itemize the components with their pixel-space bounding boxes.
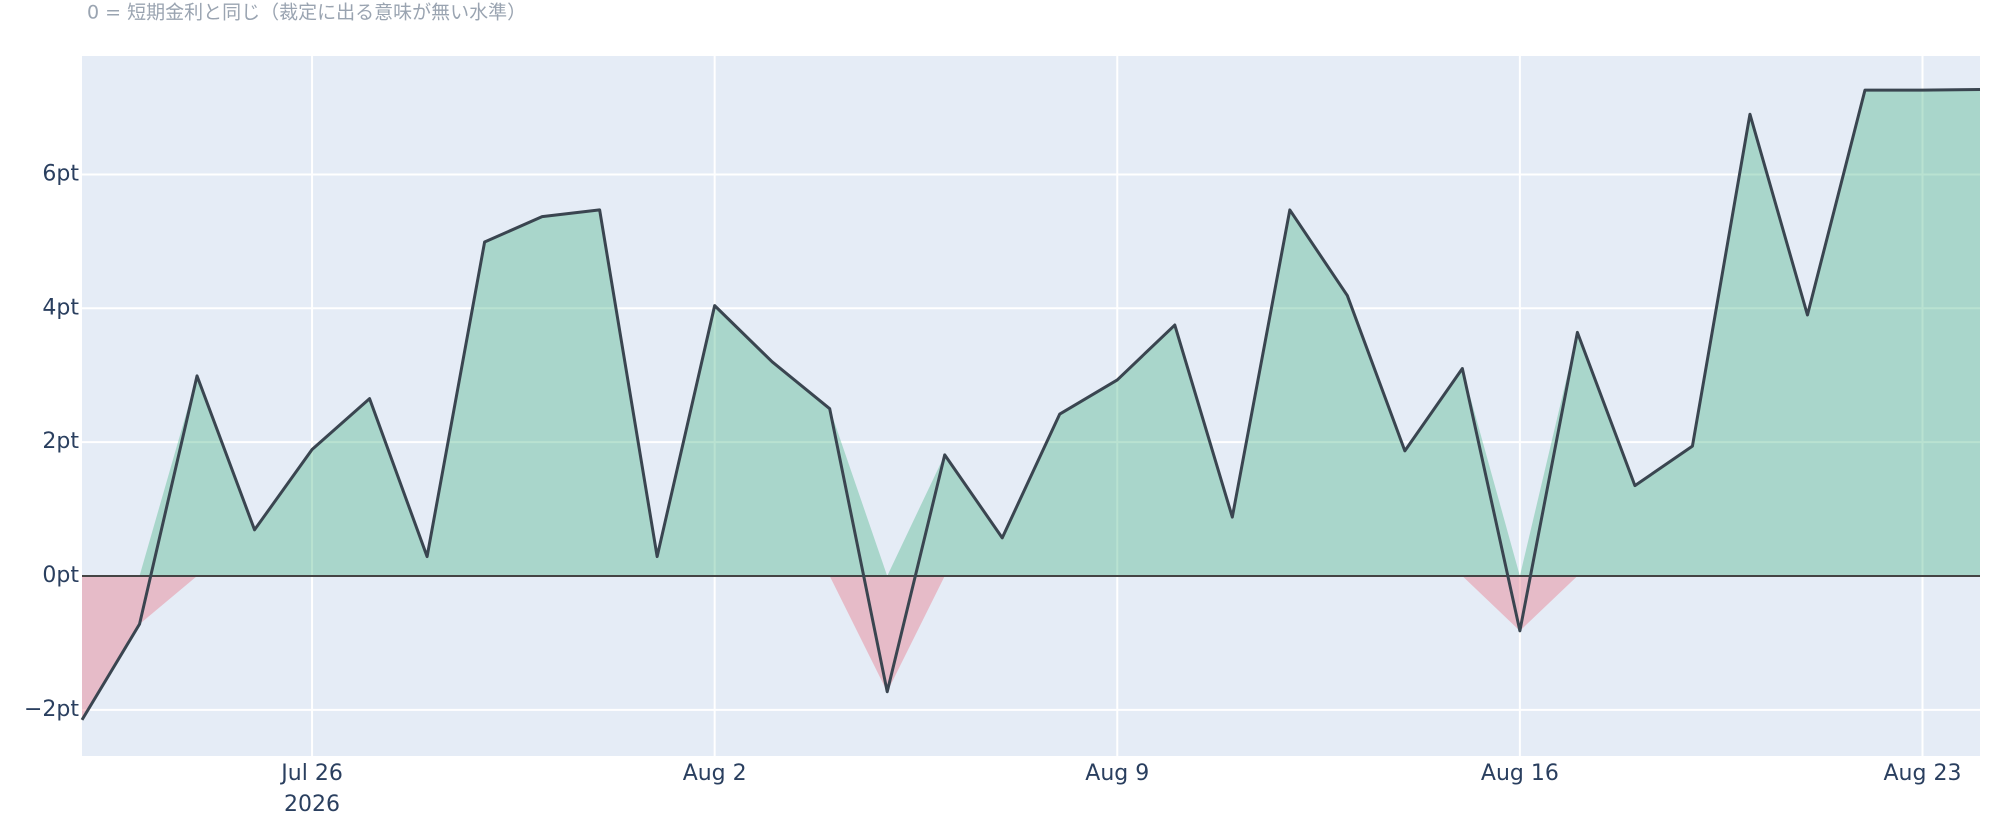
x-year-label: 2026 <box>284 792 340 817</box>
x-tick-label: Aug 16 <box>1481 761 1559 786</box>
chart-subtitle: 0 = 短期金利と同じ（裁定に出る意味が無い水準） <box>87 2 526 24</box>
x-tick-label: Aug 2 <box>683 761 747 786</box>
plot-background <box>82 56 1980 756</box>
x-tick-label: Aug 23 <box>1884 761 1962 786</box>
line <box>80 87 1981 721</box>
positive-area <box>82 89 1980 576</box>
y-tick-label: 2pt <box>42 429 79 454</box>
x-tick-label: Jul 26 <box>279 761 343 786</box>
negative-area <box>82 575 1980 720</box>
y-tick-label: 4pt <box>42 295 79 320</box>
y-tick-label: −2pt <box>24 697 79 722</box>
x-tick-label: Aug 9 <box>1085 761 1149 786</box>
y-tick-label: 6pt <box>42 161 79 186</box>
y-tick-label: 0pt <box>42 563 79 588</box>
